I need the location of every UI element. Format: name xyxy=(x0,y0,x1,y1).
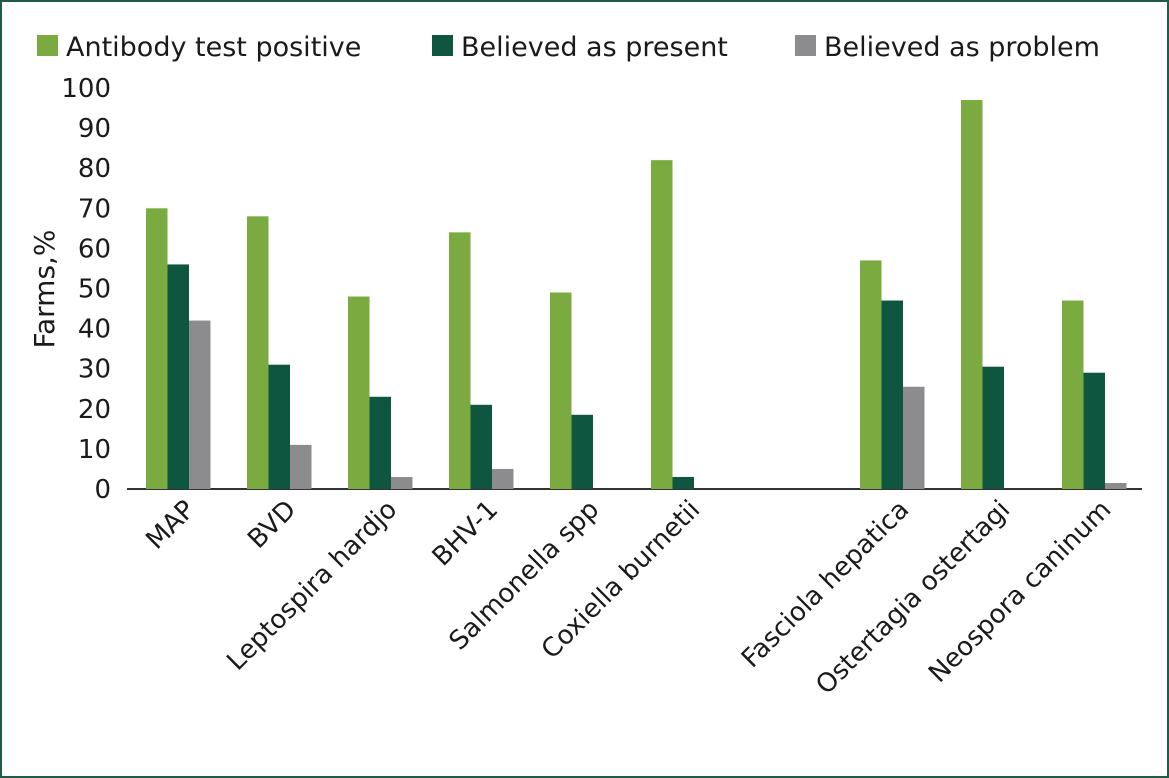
y-tick-label: 90 xyxy=(78,114,111,144)
bar-antibody-test-positive-coxiella-burnetii xyxy=(651,160,673,489)
legend-swatch xyxy=(432,35,453,56)
bar-believed-as-present-leptospira-hardjo xyxy=(369,396,391,489)
y-tick-label: 10 xyxy=(78,435,111,465)
x-tick-label-map: MAP xyxy=(140,495,201,556)
legend-swatch xyxy=(37,35,58,56)
bar-believed-as-present-bvd xyxy=(268,364,290,489)
bar-believed-as-present-salmonella-spp xyxy=(571,414,593,489)
y-tick-label: 60 xyxy=(78,234,111,264)
bar-antibody-test-positive-ostertagia-ostertagi xyxy=(961,100,983,489)
legend-label: Believed as present xyxy=(461,32,728,63)
x-tick-label-ostertagia-ostertagi: Ostertagia ostertagi xyxy=(810,495,1016,701)
legend: Antibody test positive Believed as presen… xyxy=(37,32,1100,63)
legend-label: Antibody test positive xyxy=(66,32,361,63)
legend-label: Believed as problem xyxy=(824,32,1100,63)
bar-believed-as-problem-bhv-1 xyxy=(492,468,514,489)
bar-believed-as-problem-leptospira-hardjo xyxy=(391,476,413,489)
bar-antibody-test-positive-bhv-1 xyxy=(449,232,471,490)
y-axis-ticks: 0 10 20 30 40 50 60 70 80 90 100 xyxy=(61,74,111,505)
x-tick-label-bhv-1: BHV-1 xyxy=(427,495,504,572)
bar-antibody-test-positive-map xyxy=(146,208,168,490)
bar-antibody-test-positive-neospora-caninum xyxy=(1062,300,1084,489)
legend-swatch xyxy=(795,35,816,56)
bar-antibody-test-positive-salmonella-spp xyxy=(550,292,572,489)
bar-believed-as-problem-map xyxy=(189,320,211,489)
y-tick-label: 50 xyxy=(78,275,111,305)
bar-believed-as-present-neospora-caninum xyxy=(1083,372,1105,489)
x-tick-label-leptospira-hardjo: Leptospira hardjo xyxy=(221,495,403,677)
bar-believed-as-problem-fasciola-hepatica xyxy=(903,386,925,489)
x-tick-label-fasciola-hepatica: Fasciola hepatica xyxy=(736,495,915,674)
bar-antibody-test-positive-leptospira-hardjo xyxy=(348,296,370,489)
bar-antibody-test-positive-fasciola-hepatica xyxy=(860,260,882,489)
bar-antibody-test-positive-bvd xyxy=(247,216,269,489)
bar-believed-as-present-fasciola-hepatica xyxy=(881,300,903,489)
x-tick-label-neospora-caninum: Neospora caninum xyxy=(923,495,1117,689)
legend-item-believed-as-present: Believed as present xyxy=(432,32,728,63)
y-tick-label: 30 xyxy=(78,355,111,385)
bar-believed-as-present-ostertagia-ostertagi xyxy=(982,366,1004,489)
bar-believed-as-present-coxiella-burnetii xyxy=(672,476,694,489)
legend-item-believed-as-problem: Believed as problem xyxy=(795,32,1100,63)
y-tick-label: 20 xyxy=(78,395,111,425)
bar-believed-as-problem-neospora-caninum xyxy=(1105,482,1127,489)
x-tick-label-bvd: BVD xyxy=(242,495,302,555)
y-tick-label: 100 xyxy=(61,74,111,104)
y-tick-label: 80 xyxy=(78,154,111,184)
bar-believed-as-present-bhv-1 xyxy=(470,404,492,489)
y-axis-title: Farms,% xyxy=(28,229,61,348)
bar-believed-as-problem-bvd xyxy=(290,444,312,489)
y-tick-label: 40 xyxy=(78,315,111,345)
bar-believed-as-present-map xyxy=(167,264,189,489)
bars xyxy=(146,100,1127,490)
y-tick-label: 70 xyxy=(78,194,111,224)
legend-item-antibody-test-positive: Antibody test positive xyxy=(37,32,361,63)
y-tick-label: 0 xyxy=(94,475,111,505)
